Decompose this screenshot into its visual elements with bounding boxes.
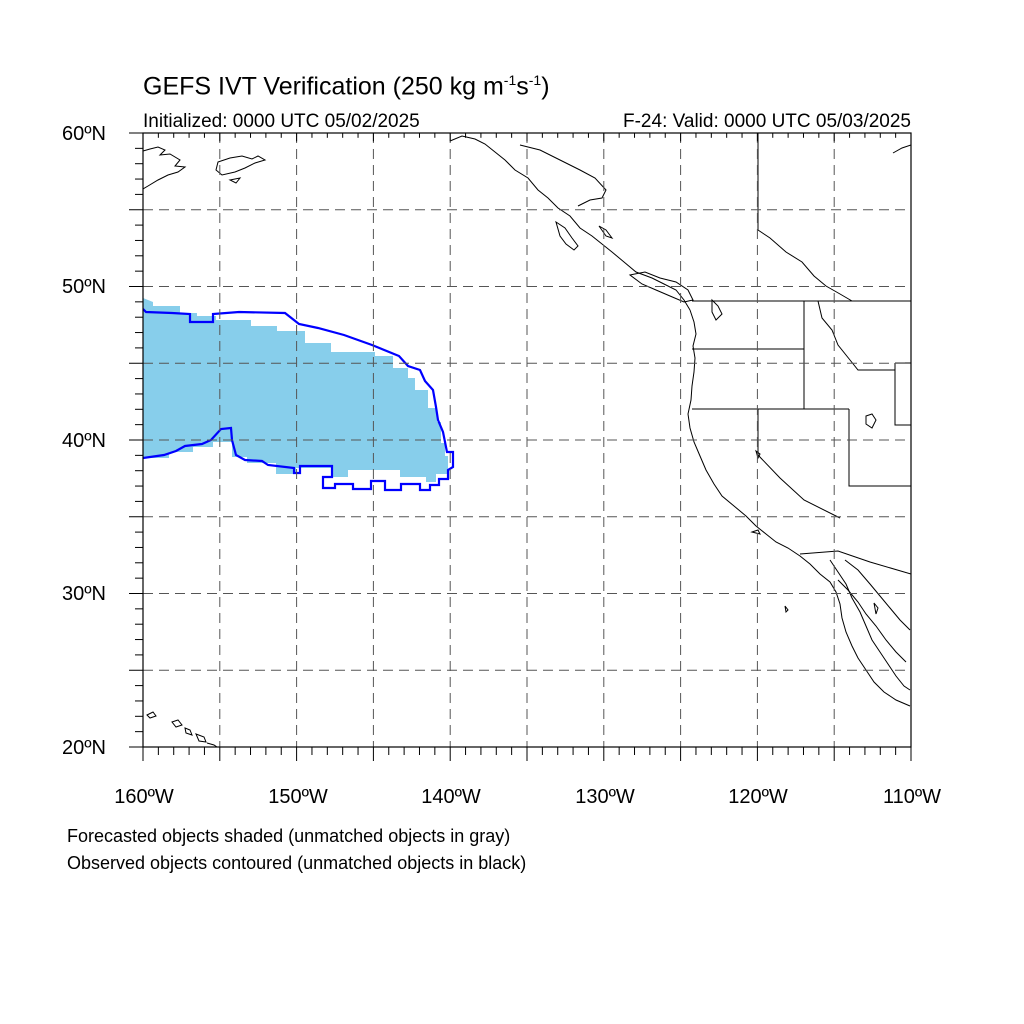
observed-note: Observed objects contoured (unmatched ob… [67,853,527,873]
lon-label-150w: 150ºW [268,786,328,808]
map-title: GEFS IVT Verification (250 kg m-1s-1) [143,72,550,101]
lat-label-60n: 60ºN [62,123,106,145]
axis-ticks [129,132,912,761]
lon-label-110w: 110ºW [882,786,942,808]
forecast-note: Forecasted objects shaded (unmatched obj… [67,826,511,846]
map-frame [142,132,912,748]
lon-label-130w: 130ºW [575,786,635,808]
lon-label-160w: 160ºW [114,786,174,808]
lat-label-50n: 50ºN [62,276,106,298]
lon-label-120w: 120ºW [728,786,788,808]
lat-label-30n: 30ºN [62,583,106,605]
lon-label-140w: 140ºW [421,786,481,808]
map-gridlines [143,133,911,747]
valid-time: F-24: Valid: 0000 UTC 05/03/2025 [623,111,911,132]
forecast-object-shaded [143,298,448,482]
lat-label-20n: 20ºN [62,737,106,759]
lat-label-40n: 40ºN [62,430,106,452]
initialized-time: Initialized: 0000 UTC 05/02/2025 [143,111,420,132]
coastlines-and-boundaries [143,133,911,747]
observed-object-contour [143,308,455,492]
